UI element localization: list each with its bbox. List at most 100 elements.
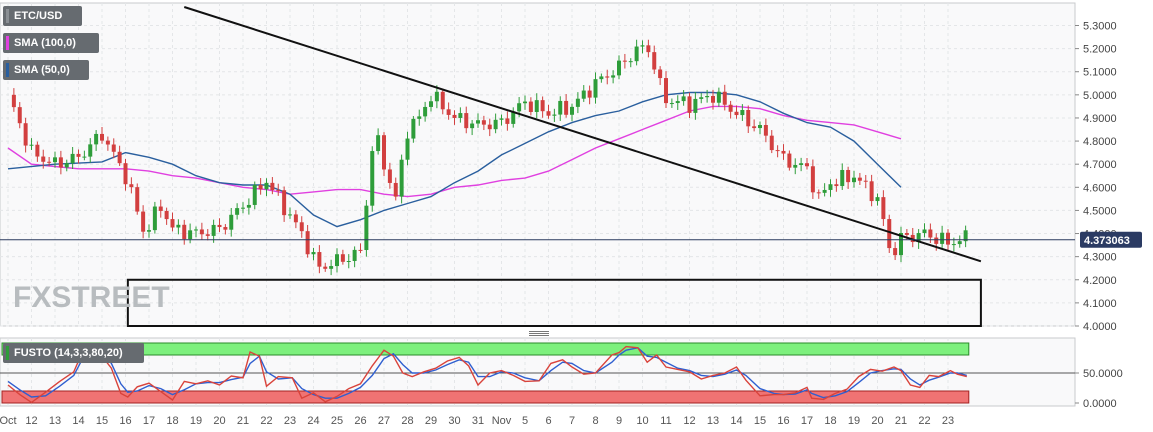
candle-body [699, 97, 704, 99]
candle-body [358, 249, 363, 251]
candle-body [29, 144, 34, 146]
y-tick-label: 4.5000 [1083, 205, 1117, 217]
legend-label: SMA (50,0) [14, 64, 70, 76]
candle-body [53, 157, 57, 163]
last-price-badge [1080, 231, 1142, 248]
candle-body [517, 103, 522, 112]
osc-level-label: 0.0000 [1083, 398, 1117, 410]
candle-body [399, 159, 404, 197]
candle-body [816, 192, 821, 194]
candle-body [141, 211, 146, 232]
stoch-k-line [7, 345, 967, 404]
candle-body [687, 96, 692, 113]
candle-body [534, 100, 539, 112]
x-tick-label: 12 [25, 415, 37, 427]
candle-body [740, 110, 745, 116]
candle-body [481, 120, 486, 125]
oscillator-panel: 50.0000 0.0000 [0, 342, 1123, 410]
x-tick-label: 13 [49, 415, 61, 427]
legend-sma50[interactable]: SMA (50,0) [3, 60, 89, 80]
legend-etc-usd[interactable]: ETC/USD [3, 6, 82, 26]
candle-body [775, 150, 780, 152]
x-tick-label: 31 [472, 415, 484, 427]
x-tick-label: 8 [592, 415, 598, 427]
legend-label: ETC/USD [14, 10, 63, 22]
candle-body [904, 233, 909, 235]
y-tick-label: 4.2000 [1083, 275, 1117, 287]
descending-trendline [183, 6, 982, 263]
candle-body [446, 109, 451, 115]
candle-body [393, 182, 398, 197]
candle-body [440, 91, 445, 110]
candle-body [752, 126, 757, 129]
candle-body [652, 52, 657, 70]
candle-body [158, 206, 163, 211]
y-tick-label: 5.3000 [1083, 20, 1117, 32]
candle-body [382, 135, 386, 170]
candle-body [152, 206, 157, 231]
candle-body [199, 229, 204, 235]
candle-body [781, 150, 786, 154]
candle-body [288, 214, 292, 216]
candle-body [763, 125, 768, 136]
candle-body [940, 232, 945, 244]
x-tick-label: 23 [284, 415, 296, 427]
candle-body [135, 187, 140, 212]
candle-body [834, 184, 839, 187]
candle-body [505, 118, 510, 124]
legend-label: FUSTO (14,3,3,80,20) [14, 347, 123, 359]
candle-body [664, 78, 668, 104]
x-tick-label: 5 [522, 415, 528, 427]
candle-body [387, 169, 392, 183]
candle-body [728, 104, 733, 112]
x-tick-label: 20 [213, 415, 225, 427]
legend-fusto[interactable]: FUSTO (14,3,3,80,20) [3, 343, 144, 363]
y-tick-label: 4.6000 [1083, 182, 1117, 194]
candle-body [787, 153, 792, 168]
x-tick-label: 9 [616, 415, 622, 427]
candle-body [352, 249, 357, 261]
candle-body [82, 156, 87, 158]
candle-body [417, 116, 422, 119]
candle-body [857, 177, 862, 181]
candle-body [810, 166, 815, 193]
oversold-zone [1, 390, 970, 404]
candle-body [605, 76, 610, 78]
candle-body [910, 234, 915, 243]
y-tick-label: 4.9000 [1083, 113, 1117, 125]
x-tick-label: 27 [378, 415, 390, 427]
x-tick-label: 24 [307, 415, 319, 427]
x-tick-label: 30 [448, 415, 460, 427]
candle-body [323, 266, 328, 269]
x-tick-label: 28 [401, 415, 413, 427]
candle-body [299, 222, 304, 232]
candles-layer [11, 39, 968, 276]
candle-body [105, 140, 110, 145]
candle-body [258, 184, 263, 190]
osc-level-label: 50.0000 [1083, 368, 1123, 380]
x-tick-label: 16 [119, 415, 131, 427]
candle-body [528, 101, 533, 112]
x-tick-label: 12 [683, 415, 695, 427]
candle-body [799, 163, 804, 165]
candle-body [499, 118, 504, 120]
candle-body [599, 76, 604, 80]
x-tick-label: 22 [918, 415, 930, 427]
candle-body [88, 144, 93, 157]
x-tick-label: Nov [492, 415, 512, 427]
sma-layer [7, 91, 902, 228]
panel-resize-handle[interactable] [529, 330, 549, 336]
legend-swatch-sma50 [6, 63, 9, 77]
x-tick-label: 17 [143, 415, 155, 427]
y-tick-label: 4.1000 [1083, 298, 1117, 310]
candle-body [246, 204, 251, 208]
x-tick-label: 20 [871, 415, 883, 427]
x-tick-label: 16 [777, 415, 789, 427]
candle-body [405, 138, 410, 160]
candle-body [23, 123, 28, 146]
legend-sma100[interactable]: SMA (100,0) [3, 33, 99, 53]
candle-body [340, 254, 345, 262]
candle-body [176, 224, 181, 228]
x-tick-label: 19 [848, 415, 860, 427]
